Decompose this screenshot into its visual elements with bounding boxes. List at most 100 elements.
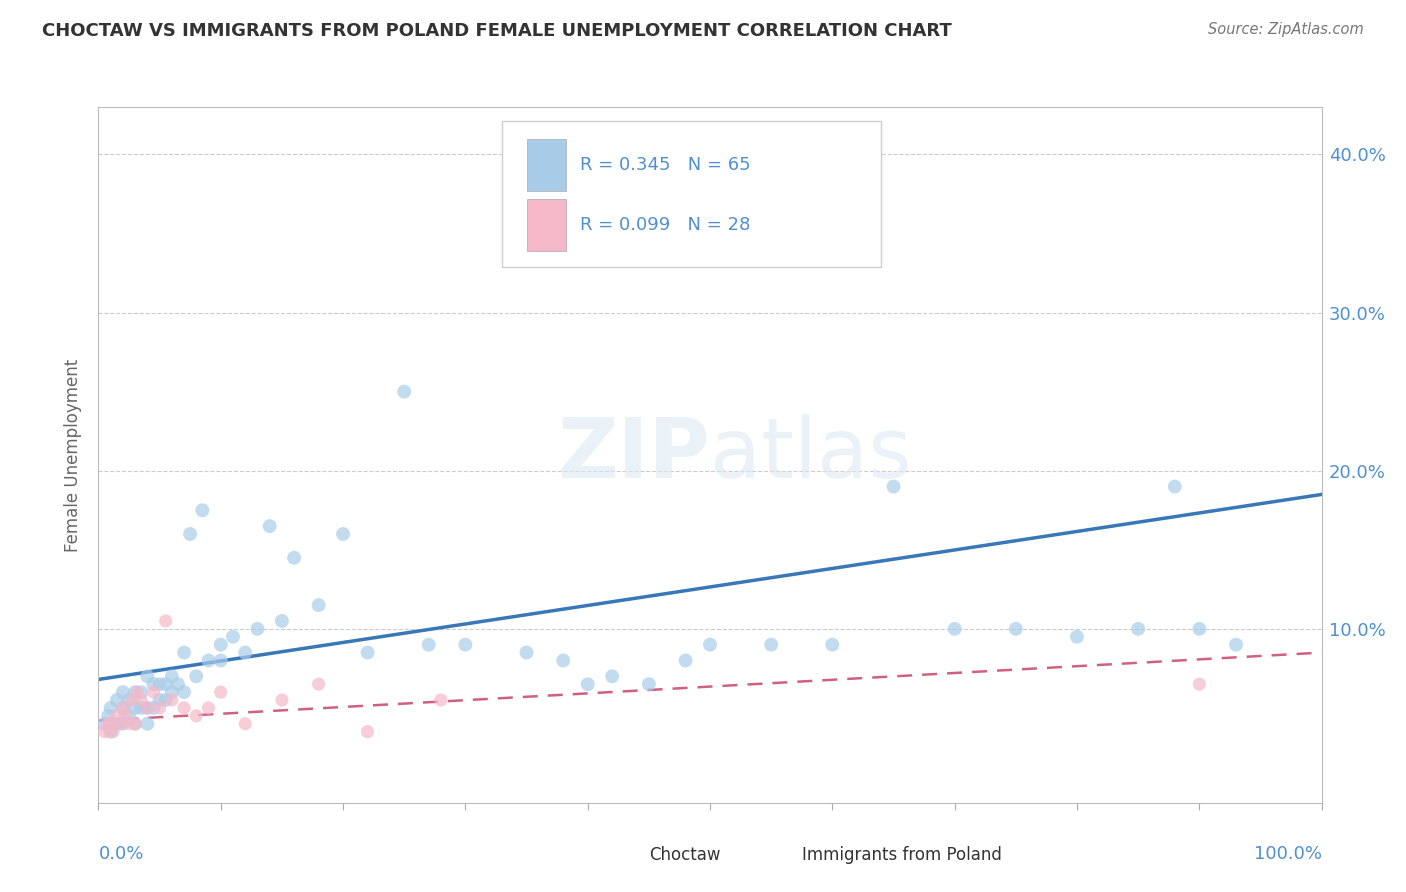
Point [1164,479,1187,493]
Point [155,614,177,628]
Point [121,693,143,707]
Point [124,716,146,731]
Bar [612,841,643,872]
Point [124,716,146,731]
Point [392,384,416,399]
Text: 100.0%: 100.0% [1254,845,1322,863]
Point [553,653,575,667]
Point [1188,677,1211,691]
Point [191,503,214,517]
Point [111,716,134,731]
Point [97,716,120,731]
Point [1128,622,1150,636]
Point [167,677,190,691]
Bar [765,841,796,872]
Point [93,716,115,731]
Text: atlas: atlas [710,415,911,495]
Point [209,638,232,652]
Point [118,716,141,731]
Point [155,677,177,691]
FancyBboxPatch shape [502,121,882,267]
Point [1066,630,1088,644]
Point [100,701,122,715]
Text: Choctaw: Choctaw [650,846,720,864]
Point [186,708,208,723]
Text: 0.0%: 0.0% [98,845,143,863]
Point [124,701,146,715]
Point [149,693,172,707]
Point [259,519,281,533]
Point [197,701,219,715]
Point [197,653,219,667]
Point [675,653,697,667]
Point [600,669,623,683]
Text: Source: ZipAtlas.com: Source: ZipAtlas.com [1208,22,1364,37]
Point [233,716,256,731]
Point [136,669,159,683]
Point [142,701,165,715]
Point [111,701,134,715]
Text: CHOCTAW VS IMMIGRANTS FROM POLAND FEMALE UNEMPLOYMENT CORRELATION CHART: CHOCTAW VS IMMIGRANTS FROM POLAND FEMALE… [42,22,952,40]
Text: R = 0.099   N = 28: R = 0.099 N = 28 [581,217,751,235]
Y-axis label: Female Unemployment: Female Unemployment [65,359,83,551]
Point [761,638,783,652]
Point [308,677,330,691]
Point [454,638,477,652]
Point [97,708,120,723]
Point [124,685,146,699]
Point [699,638,721,652]
Point [129,701,152,715]
Point [118,693,141,707]
Point [136,701,159,715]
Point [356,724,378,739]
Bar [527,199,565,252]
Point [270,614,294,628]
Point [821,638,844,652]
Point [1225,638,1247,652]
Point [943,622,966,636]
Point [173,646,195,660]
Point [105,693,128,707]
Point [246,622,269,636]
Point [129,693,152,707]
Point [105,708,128,723]
Point [129,685,152,699]
Point [283,550,305,565]
Point [430,693,453,707]
Text: ZIP: ZIP [558,415,710,495]
Point [209,653,232,667]
Point [100,724,122,739]
Point [114,708,136,723]
Point [149,701,172,715]
Point [233,646,256,660]
Point [308,598,330,612]
Point [142,677,165,691]
Point [270,693,294,707]
Bar [527,138,565,191]
Point [110,716,132,731]
Point [160,685,183,699]
Point [1188,622,1211,636]
Point [179,527,201,541]
Point [136,701,159,715]
Point [576,677,599,691]
Point [418,638,440,652]
Point [638,677,661,691]
Point [127,685,149,699]
Point [93,724,115,739]
Point [111,685,134,699]
Point [173,701,195,715]
Point [1004,622,1026,636]
Point [332,527,354,541]
Text: R = 0.345   N = 65: R = 0.345 N = 65 [581,156,751,174]
Point [356,646,378,660]
Point [118,708,141,723]
Point [101,724,124,739]
Point [155,693,177,707]
Point [149,677,172,691]
Point [142,685,165,699]
Text: Immigrants from Poland: Immigrants from Poland [801,846,1001,864]
Point [160,669,183,683]
Point [209,685,232,699]
Point [136,716,159,731]
